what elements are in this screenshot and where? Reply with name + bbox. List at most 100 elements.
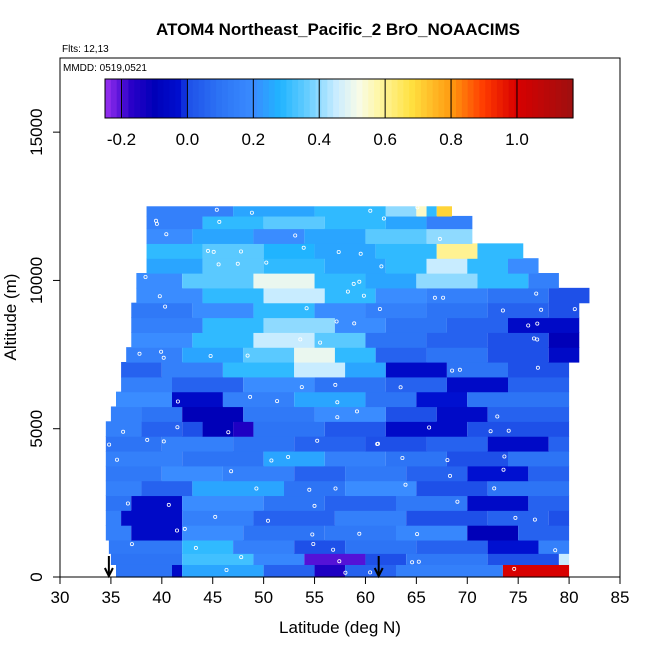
heatmap-cell	[243, 525, 325, 541]
colorbar-swatch	[175, 79, 182, 118]
colorbar-swatch	[227, 79, 235, 118]
colorbar-tick-label: 0.2	[241, 130, 265, 149]
colorbar-tick-label: 0.8	[439, 130, 463, 149]
sample-point	[455, 499, 460, 504]
heatmap-cell	[182, 495, 264, 511]
sample-point	[427, 425, 432, 430]
heatmap-cell	[426, 436, 488, 452]
heatmap-cell	[263, 258, 325, 274]
colorbar-swatch	[145, 79, 153, 118]
colorbar-swatch	[181, 79, 188, 118]
sample-point	[351, 281, 356, 286]
heatmap-cell	[105, 525, 132, 541]
colorbar-swatch	[379, 79, 387, 118]
heatmap-cell	[263, 287, 325, 304]
colorbar-swatch	[198, 79, 206, 118]
heatmap-cell	[253, 332, 315, 348]
heatmap-cell	[294, 361, 346, 378]
heatmap-cell	[365, 553, 407, 565]
sample-point	[121, 429, 126, 434]
heatmap-cell	[324, 215, 386, 230]
sample-point	[403, 482, 408, 487]
heatmap-cell	[131, 302, 193, 319]
colorbar-swatch	[502, 79, 510, 118]
sample-point	[441, 295, 446, 300]
colorbar-swatch	[444, 79, 451, 118]
heatmap-cell	[365, 391, 417, 408]
heatmap-cell	[375, 243, 437, 259]
heatmap-cell	[548, 436, 570, 452]
heatmap-cell	[446, 361, 508, 378]
colorbar-swatch	[169, 79, 176, 118]
heatmap-cell	[385, 361, 447, 378]
heatmap-cell	[233, 206, 315, 217]
colorbar-swatch	[461, 79, 469, 118]
colorbar-swatch	[286, 79, 293, 118]
heatmap-cell	[324, 450, 386, 467]
sample-point	[512, 566, 517, 571]
colorbar-swatch	[157, 79, 165, 118]
heatmap-cell	[243, 376, 315, 393]
heatmap-cell	[416, 539, 488, 554]
sample-point	[248, 394, 253, 399]
sample-point	[226, 430, 231, 435]
sample-point	[213, 514, 218, 519]
heatmap-cell	[192, 480, 284, 497]
sample-point	[357, 531, 362, 536]
colorbar-swatch	[222, 79, 229, 118]
sample-point	[343, 570, 348, 575]
heatmap-cell	[126, 347, 183, 363]
heatmap-cell	[314, 332, 366, 348]
heatmap-cell	[105, 421, 142, 437]
sample-point	[318, 340, 323, 345]
heatmap-cell	[314, 302, 366, 319]
heatmap-cell	[487, 406, 570, 422]
colorbar-swatch	[426, 79, 434, 118]
heatmap-cell	[110, 406, 142, 422]
sample-point	[159, 349, 164, 354]
sample-point	[238, 249, 243, 254]
sample-point	[315, 438, 320, 443]
x-tick-label: 35	[101, 588, 120, 607]
heatmap-cell	[487, 480, 570, 497]
sample-point	[553, 548, 558, 553]
heatmap-cell	[385, 450, 447, 467]
heatmap-cell	[304, 553, 366, 565]
heatmap-cell	[487, 553, 559, 565]
sample-point	[337, 559, 342, 564]
colorbar-swatch	[491, 79, 498, 118]
heatmap-cell	[487, 332, 549, 348]
heatmap-cell	[121, 361, 162, 378]
colorbar-swatch	[339, 79, 346, 118]
heatmap-cell	[222, 361, 295, 378]
colorbar-swatch	[192, 79, 200, 118]
colorbar-swatch	[134, 79, 141, 118]
heatmap-cell	[502, 564, 570, 578]
colorbar-swatch	[280, 79, 287, 118]
heatmap-cell	[294, 465, 346, 482]
heatmap-cell	[334, 317, 386, 333]
sample-point	[572, 307, 577, 312]
sample-point	[310, 532, 315, 537]
sample-point	[513, 515, 518, 520]
sample-point	[129, 542, 134, 547]
heatmap-cell	[233, 436, 295, 452]
sample-point	[175, 425, 180, 430]
heatmap-cell	[105, 480, 142, 497]
x-tick-label: 55	[305, 588, 324, 607]
sample-point	[432, 295, 437, 300]
heatmap-cell	[375, 287, 427, 304]
sample-point	[331, 547, 336, 552]
sample-point	[333, 486, 338, 491]
heatmap-cell	[345, 539, 417, 554]
heatmap-cell	[136, 287, 203, 304]
colorbar-swatch	[456, 79, 463, 118]
heatmap-cell	[508, 317, 580, 333]
heatmap-cell	[508, 258, 539, 274]
heatmap-cell	[518, 525, 570, 541]
heatmap-cell	[284, 480, 346, 497]
heatmap-cell	[263, 450, 325, 467]
heatmap-cell	[314, 273, 366, 289]
heatmap-cell	[416, 480, 488, 497]
